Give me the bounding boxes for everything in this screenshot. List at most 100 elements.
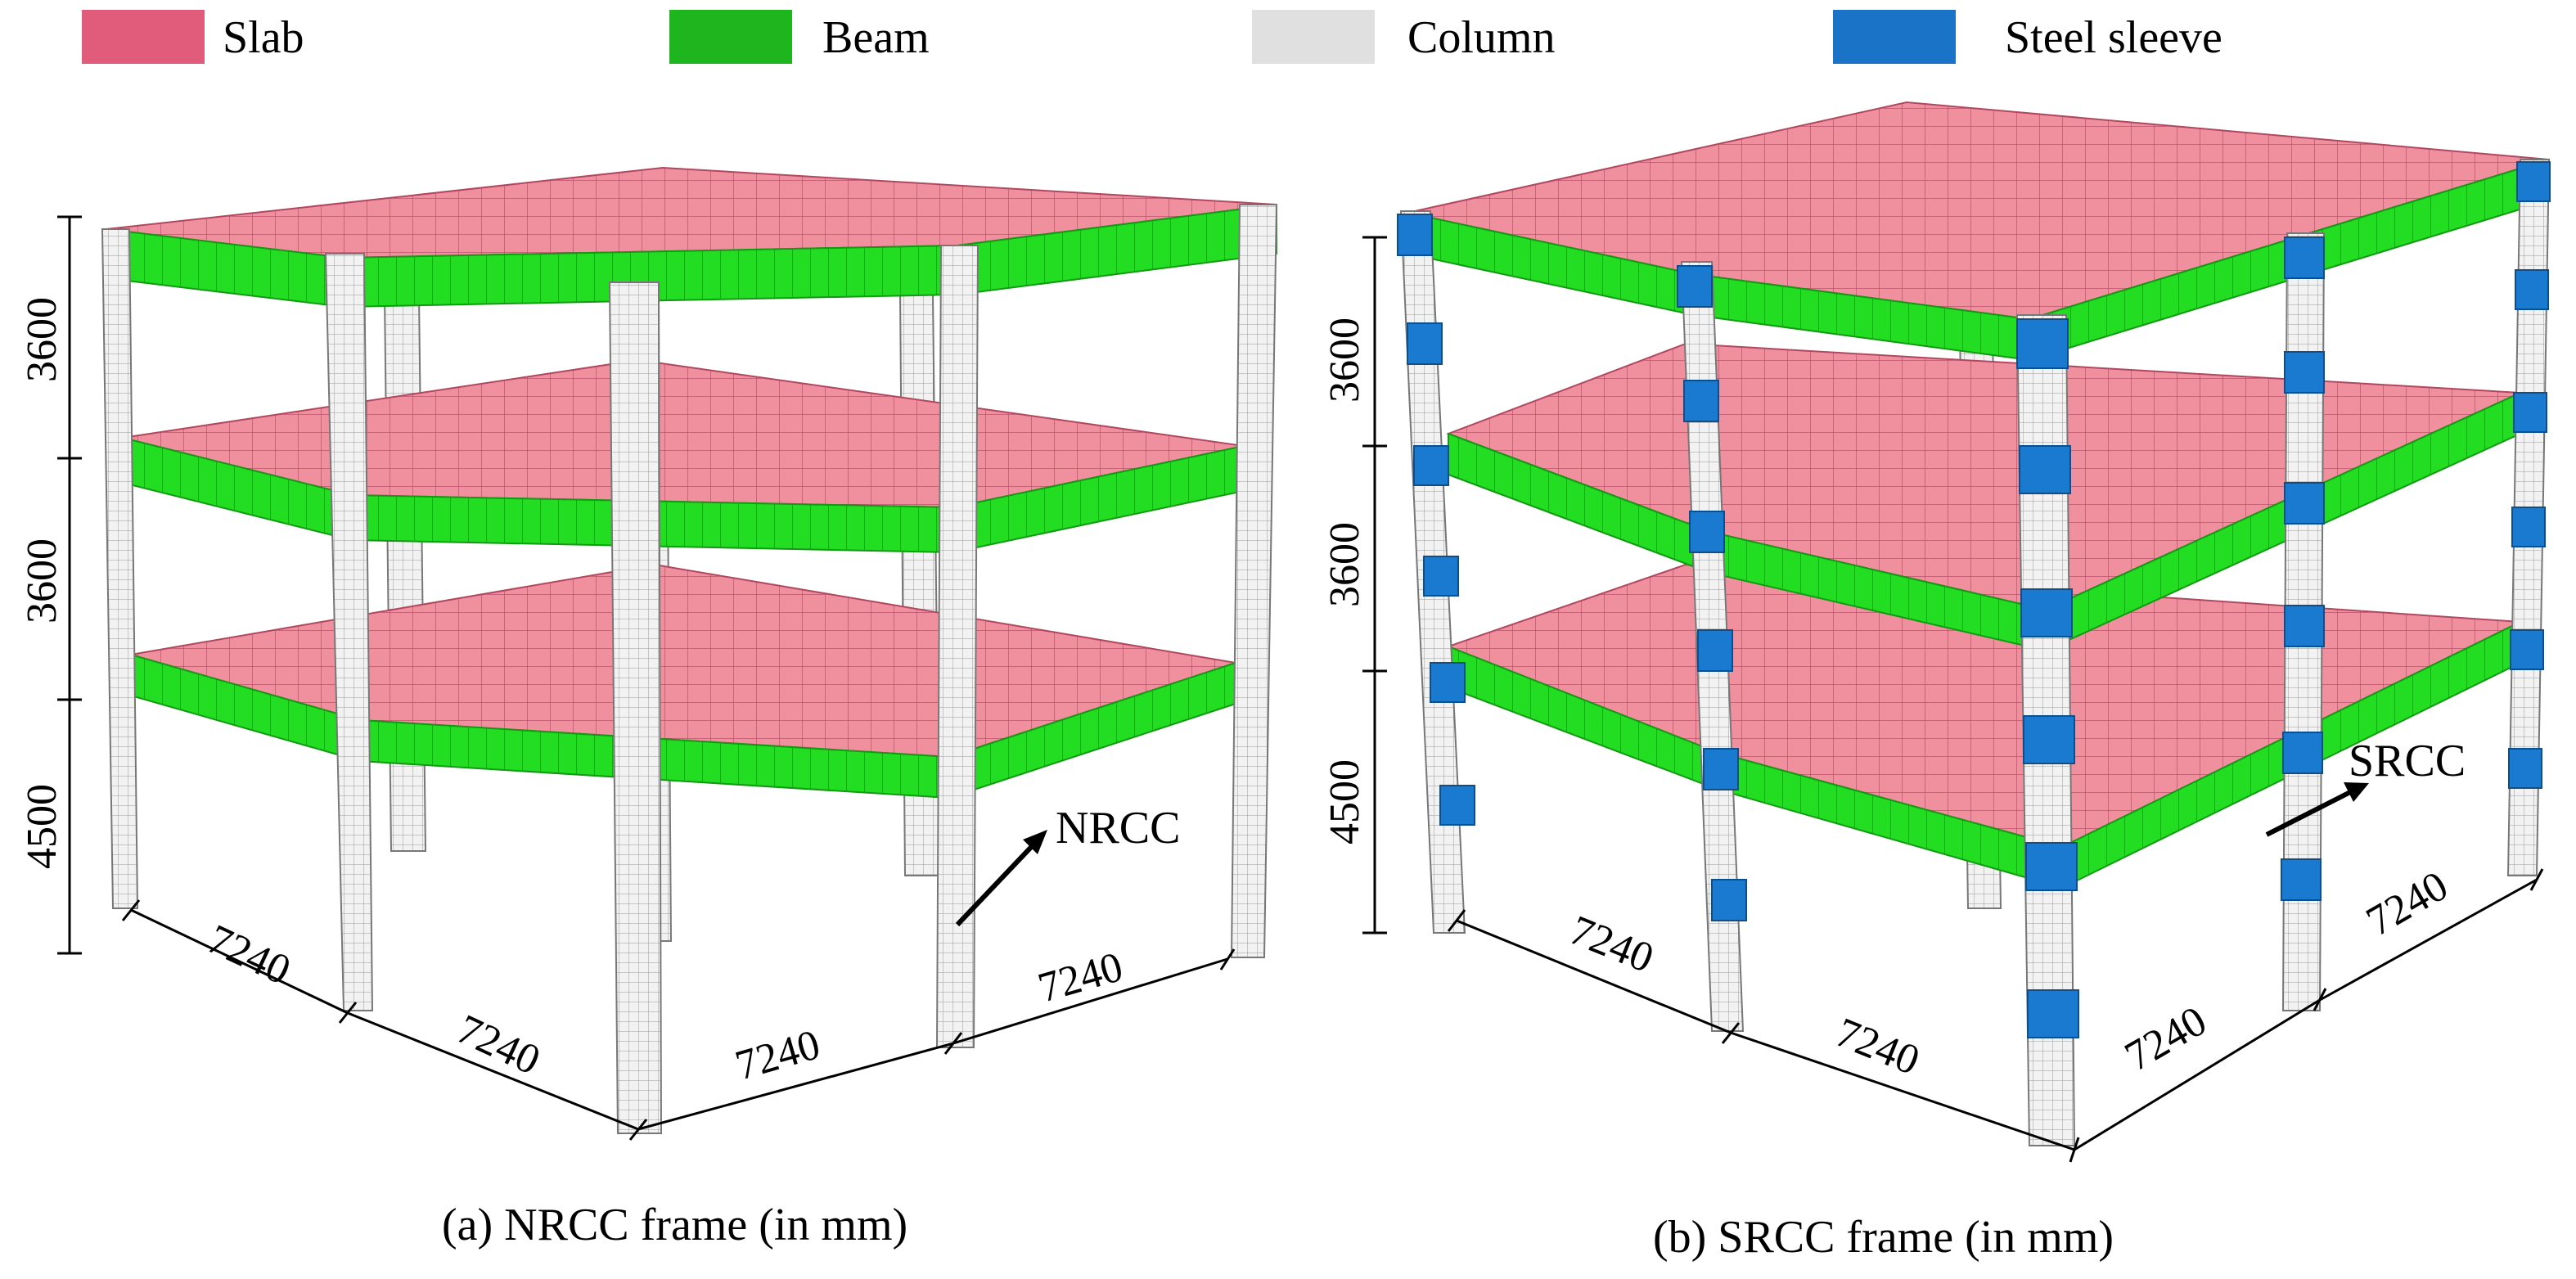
steel-sleeve <box>2025 842 2078 891</box>
steel-sleeve <box>2282 732 2323 774</box>
steel-sleeve <box>2020 588 2073 637</box>
span-label: 7240 <box>2118 998 2215 1080</box>
frame-b-floor-3 <box>1407 101 2550 362</box>
steel-sleeve <box>1683 380 1719 422</box>
legend-swatch-beam <box>669 10 792 64</box>
steel-sleeve <box>2023 715 2075 764</box>
height-label: 3600 <box>19 297 65 382</box>
steel-sleeve <box>2284 236 2325 279</box>
height-label: 4500 <box>19 784 65 869</box>
steel-sleeve <box>1703 748 1739 790</box>
arrow-head <box>2344 782 2369 802</box>
dimension-tick <box>628 1119 648 1141</box>
column <box>101 228 139 909</box>
dimension-line <box>130 908 349 1015</box>
dimension-tick <box>2529 868 2544 891</box>
legend-label-steel-sleeve: Steel sleeve <box>2005 12 2222 63</box>
column <box>1230 204 1278 958</box>
span-label: 7240 <box>200 916 297 994</box>
span-label: 7240 <box>1034 943 1128 1011</box>
dimension-line <box>1456 919 1732 1034</box>
column <box>935 245 980 1048</box>
arrow-head <box>1023 830 1047 854</box>
steel-sleeve <box>2510 629 2544 670</box>
legend-item-slab: Slab <box>82 10 304 64</box>
frame-a-tag-arrow <box>955 830 1047 927</box>
steel-sleeve <box>1397 214 1433 256</box>
legend-item-column: Column <box>1252 10 1555 64</box>
steel-sleeve <box>2516 161 2551 202</box>
frame-a-front-columns <box>101 204 1278 1134</box>
column <box>324 253 374 1011</box>
height-label: 4500 <box>1322 759 1368 844</box>
frame-a-span-dimensions <box>121 899 1236 1141</box>
frame-a-floor-3 <box>106 166 1277 308</box>
steel-sleeve <box>1439 785 1475 826</box>
dimension-tick <box>1219 948 1236 971</box>
frame-b: 3600 3600 4500 7240 7240 7240 7240 SRCC … <box>1322 101 2551 1263</box>
dimension-tick <box>1447 909 1466 932</box>
steel-sleeve <box>1407 322 1443 365</box>
frame-a-tag: NRCC <box>1056 803 1181 853</box>
steel-sleeve <box>1689 511 1725 553</box>
frame-b-height-dimension <box>1362 236 1387 934</box>
frame-b-steel-sleeves <box>1397 161 2551 1038</box>
steel-sleeve <box>2513 392 2547 433</box>
height-label: 3600 <box>19 538 65 624</box>
span-label: 7240 <box>731 1021 826 1089</box>
steel-sleeve <box>2016 318 2069 369</box>
dimension-tick <box>943 1032 963 1055</box>
dimension-tick <box>121 899 141 921</box>
frame-a: 3600 3600 4500 7240 7240 7240 7240 NRCC … <box>19 166 1278 1250</box>
span-label: 7240 <box>1830 1009 1926 1084</box>
arrow-line <box>955 840 1038 927</box>
frame-b-span-dimensions <box>1447 868 2544 1163</box>
legend-label-column: Column <box>1407 12 1555 63</box>
legend-label-slab: Slab <box>223 12 304 63</box>
steel-sleeve <box>1697 629 1733 672</box>
dimension-line <box>2074 998 2321 1151</box>
column <box>383 294 427 852</box>
steel-sleeve <box>2027 989 2079 1038</box>
steel-sleeve <box>1413 445 1449 486</box>
dimension-line <box>347 1011 639 1131</box>
legend-label-beam: Beam <box>822 12 930 63</box>
dimension-tick <box>338 1002 358 1024</box>
legend: Slab Beam Column Steel sleeve <box>82 10 2222 64</box>
dimension-tick <box>2069 1137 2080 1163</box>
steel-sleeve <box>1423 556 1459 597</box>
height-label: 3600 <box>1322 317 1368 403</box>
dimension-line <box>637 1042 954 1131</box>
frame-b-caption: (b) SRCC frame (in mm) <box>1653 1212 2114 1263</box>
steel-sleeve <box>2515 269 2549 310</box>
frame-b-tag-arrow <box>2265 782 2369 837</box>
steel-sleeve <box>1677 265 1713 308</box>
arrow-line <box>2265 787 2357 837</box>
legend-swatch-column <box>1252 10 1375 64</box>
steel-sleeve <box>2284 605 2325 647</box>
steel-sleeve <box>2019 445 2071 494</box>
dimension-tick <box>1721 1022 1741 1044</box>
frame-b-tag: SRCC <box>2349 736 2466 786</box>
dimension-line <box>2319 878 2538 1002</box>
frame-a-floor-2 <box>122 358 1245 554</box>
steel-sleeve <box>1711 879 1747 921</box>
height-label: 3600 <box>1322 522 1368 607</box>
steel-sleeve <box>2508 748 2542 789</box>
frame-a-height-dimension <box>57 215 82 955</box>
steel-sleeve <box>2281 858 2322 901</box>
legend-item-beam: Beam <box>669 10 930 64</box>
steel-sleeve <box>2284 351 2325 394</box>
legend-swatch-slab <box>82 10 205 64</box>
steel-sleeve <box>1430 662 1466 703</box>
frame-a-caption: (a) NRCC frame (in mm) <box>442 1200 907 1250</box>
steel-sleeve <box>2284 482 2325 525</box>
dimension-line <box>952 957 1228 1045</box>
column <box>608 281 663 1134</box>
legend-item-steel-sleeve: Steel sleeve <box>1833 10 2222 64</box>
legend-swatch-steel-sleeve <box>1833 10 1956 64</box>
dimension-tick <box>2313 988 2327 1011</box>
frame-a-floor-1 <box>130 563 1236 799</box>
dimension-line <box>1730 1031 2075 1151</box>
